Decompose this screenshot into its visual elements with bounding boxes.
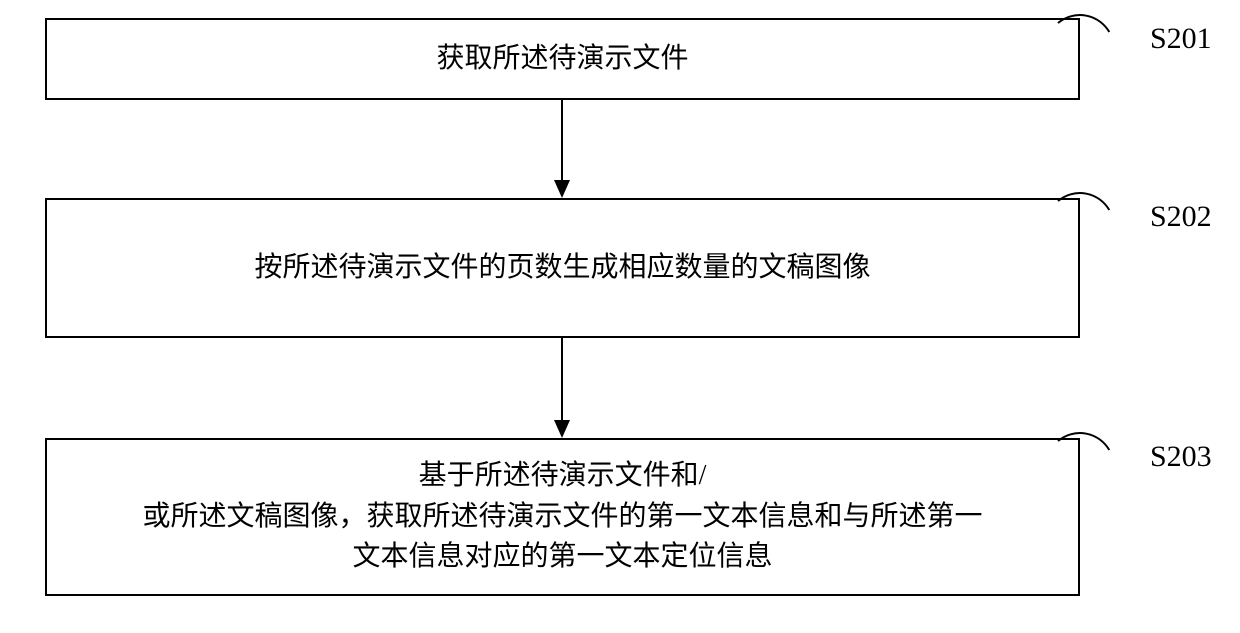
- step-label-3: S203: [1150, 440, 1212, 474]
- flow-node-1-text: 获取所述待演示文件: [436, 39, 688, 80]
- step-label-2: S202: [1150, 200, 1212, 234]
- flow-edge-2-3: [546, 338, 578, 438]
- flowchart-canvas: 获取所述待演示文件 按所述待演示文件的页数生成相应数量的文稿图像 基于所述待演示…: [0, 0, 1240, 633]
- flow-node-3-text: 基于所述待演示文件和/ 或所述文稿图像，获取所述待演示文件的第一文本信息和与所述…: [142, 456, 982, 578]
- flow-edge-1-2: [546, 100, 578, 198]
- step-tick-3: [1054, 403, 1118, 471]
- flow-node-2-text: 按所述待演示文件的页数生成相应数量的文稿图像: [254, 248, 870, 289]
- flow-node-1: 获取所述待演示文件: [45, 18, 1080, 100]
- step-tick-1: [1054, 0, 1118, 53]
- step-label-1: S201: [1150, 22, 1212, 56]
- flow-node-2: 按所述待演示文件的页数生成相应数量的文稿图像: [45, 198, 1080, 338]
- step-tick-2: [1054, 163, 1118, 231]
- flow-node-3: 基于所述待演示文件和/ 或所述文稿图像，获取所述待演示文件的第一文本信息和与所述…: [45, 438, 1080, 596]
